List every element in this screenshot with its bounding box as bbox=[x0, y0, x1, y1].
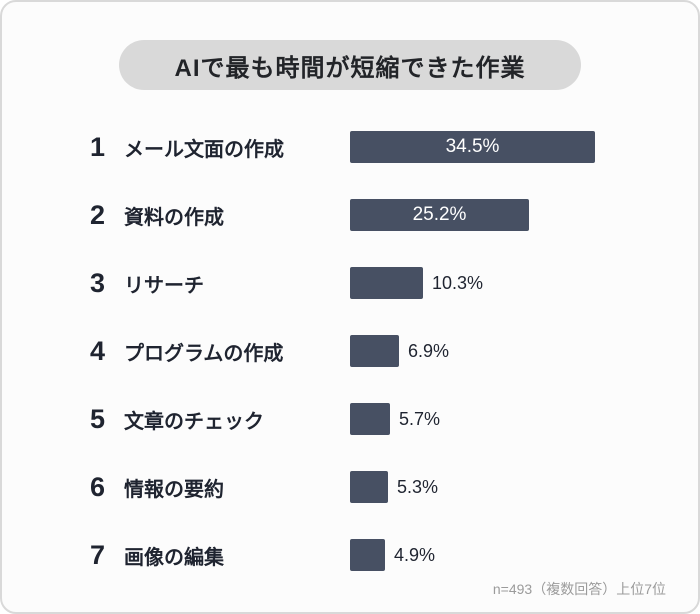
category-label: 資料の作成 bbox=[124, 206, 224, 229]
category-label: 画像の編集 bbox=[124, 546, 224, 569]
chart-row: 7 画像の編集 4.9% bbox=[90, 536, 658, 574]
chart-row: 6 情報の要約 5.3% bbox=[90, 468, 658, 506]
value-label: 10.3% bbox=[432, 272, 484, 293]
rank-label: 5 bbox=[90, 403, 106, 434]
chart-title: AIで最も時間が短縮できた作業 bbox=[174, 54, 526, 82]
rank-label: 2 bbox=[90, 199, 106, 230]
chart-row: 2 資料の作成 25.2% bbox=[90, 196, 658, 234]
rank-label: 7 bbox=[90, 539, 106, 570]
bar bbox=[350, 403, 390, 435]
bar bbox=[350, 267, 423, 299]
bar-track: 4.9% bbox=[350, 539, 658, 571]
bar: 25.2% bbox=[350, 199, 529, 231]
chart-row: 4 プログラムの作成 6.9% bbox=[90, 332, 658, 370]
value-label: 6.9% bbox=[408, 340, 450, 361]
chart-title-pill: AIで最も時間が短縮できた作業 bbox=[119, 40, 581, 90]
bar-track: 34.5% bbox=[350, 131, 658, 163]
bar-track: 25.2% bbox=[350, 199, 658, 231]
value-label: 5.7% bbox=[399, 408, 441, 429]
rank-label: 4 bbox=[90, 335, 106, 366]
rank-label: 1 bbox=[90, 131, 106, 162]
bar-track: 10.3% bbox=[350, 267, 658, 299]
category-label: 文章のチェック bbox=[124, 410, 264, 433]
bar-chart: 1 メール文面の作成 34.5% 2 資料の作成 25.2% 3 リサーチ 10.3% 4 プログラ… bbox=[2, 128, 698, 574]
bar bbox=[350, 471, 388, 503]
bar-track: 5.3% bbox=[350, 471, 658, 503]
value-label: 25.2% bbox=[412, 204, 467, 225]
bar-track: 6.9% bbox=[350, 335, 658, 367]
value-label: 34.5% bbox=[445, 136, 500, 157]
category-label: メール文面の作成 bbox=[124, 138, 284, 161]
category-label: プログラムの作成 bbox=[124, 342, 284, 365]
footnote: n=493（複数回答）上位7位 bbox=[492, 581, 666, 597]
rank-label: 6 bbox=[90, 471, 106, 502]
value-label: 5.3% bbox=[397, 476, 439, 497]
rank-label: 3 bbox=[90, 267, 106, 298]
chart-row: 3 リサーチ 10.3% bbox=[90, 264, 658, 302]
bar bbox=[350, 539, 385, 571]
bar-track: 5.7% bbox=[350, 403, 658, 435]
chart-row: 5 文章のチェック 5.7% bbox=[90, 400, 658, 438]
bar bbox=[350, 335, 399, 367]
category-label: 情報の要約 bbox=[124, 478, 224, 501]
bar: 34.5% bbox=[350, 131, 595, 163]
chart-row: 1 メール文面の作成 34.5% bbox=[90, 128, 658, 166]
category-label: リサーチ bbox=[124, 274, 204, 297]
value-label: 4.9% bbox=[394, 544, 436, 565]
